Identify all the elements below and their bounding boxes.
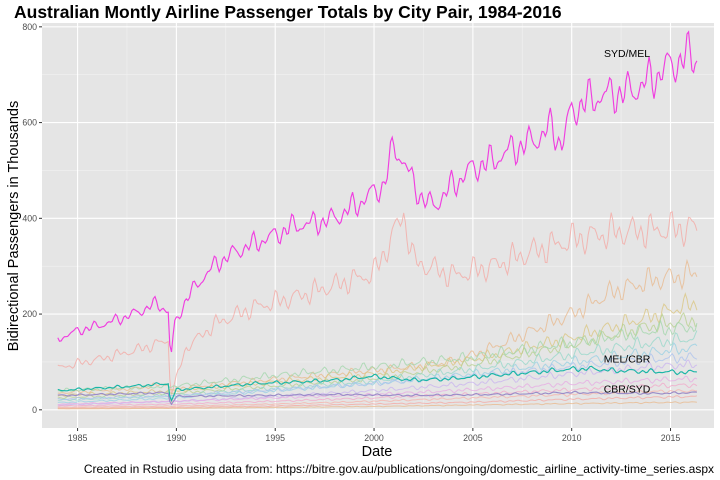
series-line-mel-cbr [57,365,697,402]
y-tick-label: 800 [22,22,37,32]
background-series-line [57,330,698,402]
background-series-line [57,375,698,406]
x-tick-label: 2005 [463,433,483,443]
background-series-line [57,211,698,395]
x-tick-label: 2010 [562,433,582,443]
background-series-line [57,389,697,409]
background-series-line [57,395,698,409]
y-tick-label: 0 [32,405,37,415]
y-axis-label: Bidirectional Passengers in Thousands [6,100,22,352]
x-tick-label: 1985 [68,433,88,443]
series-group [57,30,698,410]
x-axis-label: Date [361,444,393,460]
annotation-syd-mel: SYD/MEL [604,48,650,60]
background-series-line [57,342,698,404]
plot-panel [42,23,714,428]
x-tick-label: 2000 [364,433,384,443]
x-tick-label: 1995 [265,433,285,443]
y-tick-label: 600 [22,118,37,128]
background-series-line [57,382,698,407]
y-tick-label: 200 [22,309,37,319]
chart-caption: Created in Rstudio using data from: http… [83,462,714,476]
annotation-mel-cbr: MEL/CBR [604,354,651,366]
background-series-line [57,352,698,401]
series-line-syd-mel [57,30,698,353]
background-series-line [57,401,697,410]
annotation-cbr-syd: CBR/SYD [604,383,651,395]
x-tick-label: 1990 [167,433,187,443]
chart-title: Australian Montly Airline Passenger Tota… [14,2,562,22]
series-line-cbr-syd [57,390,697,406]
y-tick-label: 400 [22,213,37,223]
x-tick-label: 2015 [661,433,681,443]
